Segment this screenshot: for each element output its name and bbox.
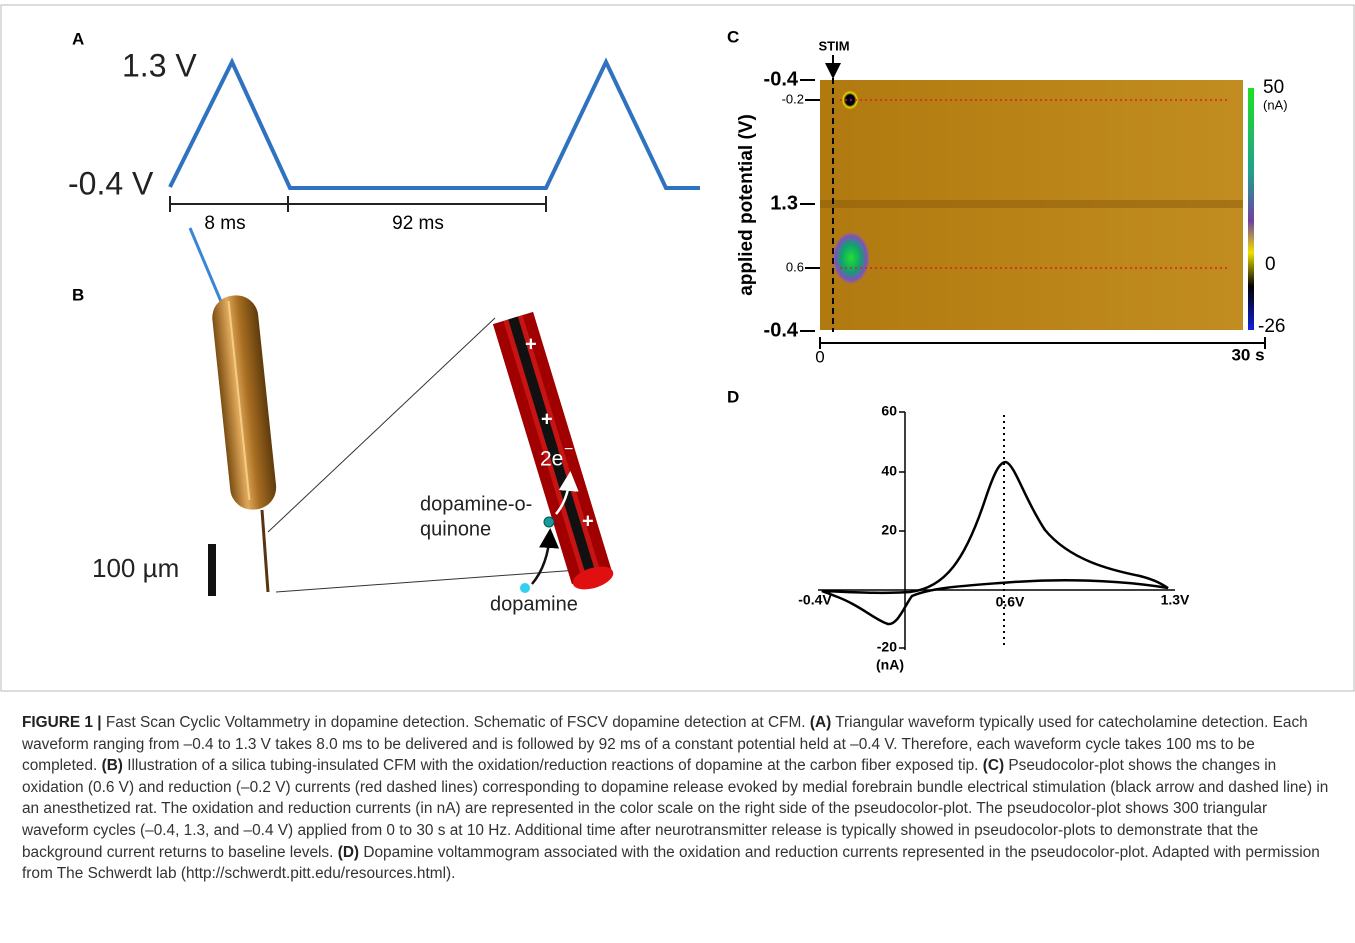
time-label: 92 ms: [392, 213, 444, 234]
caption-text: Pseudocolor-plot shows the changes in ox…: [22, 757, 1329, 861]
caption-panel: (D): [337, 843, 360, 861]
product: quinone: [420, 518, 491, 540]
caption-panel: (B): [101, 757, 123, 775]
colorbar-label: (nA): [1263, 97, 1288, 112]
scale-bar: [208, 544, 216, 596]
y-tick-label: 60: [881, 403, 897, 419]
y-axis-label: applied potential (V): [736, 114, 757, 296]
fiber-zoom: [492, 311, 614, 590]
figure: A 1.3 V -0.4 V 8 ms 92 ms B + + + 2e − d…: [0, 4, 1355, 692]
y-tick-label: 1.3: [770, 192, 798, 214]
frame: [0, 4, 1355, 692]
axis: [800, 79, 1266, 349]
charge: −: [564, 441, 573, 458]
y-tick-label: 0.6: [786, 259, 804, 274]
axis: [818, 411, 1175, 650]
voltammogram: [821, 460, 1169, 626]
panel-label: B: [72, 285, 84, 304]
y-tick-label: 40: [881, 463, 897, 479]
reactant: dopamine: [490, 593, 578, 615]
colorbar-label: 50: [1263, 77, 1284, 98]
y-tick-label: -0.4: [764, 68, 799, 90]
panel-label: A: [72, 29, 84, 48]
panel-label: C: [727, 27, 739, 46]
zoom-line: [267, 317, 496, 533]
time-bar: [169, 196, 547, 212]
arrow: [531, 528, 560, 585]
colorbar-label: 0: [1265, 254, 1276, 275]
stim-label: STIM: [818, 38, 849, 53]
caption-text: Dopamine voltammogram associated with th…: [22, 843, 1320, 883]
band: [820, 200, 1243, 208]
colorbar-label: -26: [1258, 316, 1285, 337]
spot: [831, 230, 871, 286]
plus: +: [525, 333, 537, 355]
molecule: [543, 516, 555, 528]
caption-panel: (C): [982, 757, 1005, 775]
fiber: [260, 509, 270, 593]
molecule: [520, 583, 530, 593]
y-tick-label: -0.2: [782, 91, 804, 106]
zoom-line: [275, 569, 579, 593]
plus: +: [582, 510, 594, 532]
caption-text: Fast Scan Cyclic Voltammetry in dopamine…: [101, 714, 810, 731]
x-tick-label: 1.3V: [1161, 592, 1190, 608]
colorbar: [1248, 88, 1254, 330]
electrons: 2e: [540, 448, 563, 471]
caption-panel: (A): [809, 714, 832, 731]
electrode: [212, 295, 277, 510]
voltage-label: -0.4 V: [68, 165, 154, 201]
y-tick-label: 20: [881, 522, 897, 538]
caption-text: Illustration of a silica tubing-insulate…: [122, 757, 983, 775]
panel-label: D: [727, 387, 739, 406]
y-tick-label: -20: [877, 639, 897, 655]
plus: +: [541, 408, 553, 430]
voltage-label: 1.3 V: [122, 47, 197, 83]
y-unit: (nA): [876, 657, 904, 673]
caption: FIGURE 1 | Fast Scan Cyclic Voltammetry …: [22, 712, 1334, 885]
x-tick-label: 0.6V: [996, 594, 1025, 610]
product: dopamine-o-: [420, 493, 532, 515]
time-label: 8 ms: [204, 213, 245, 234]
y-tick-label: -0.4: [764, 319, 799, 341]
caption-label: FIGURE 1 |: [22, 714, 102, 731]
waveform: [168, 57, 700, 190]
x-tick-label: -0.4V: [798, 592, 832, 608]
x-tick-label: 30 s: [1231, 345, 1264, 364]
arrow: [555, 471, 579, 515]
caption-text: Triangular waveform typically used for c…: [22, 714, 1308, 775]
scale-label: 100 µm: [92, 553, 179, 583]
x-tick-label: 0: [815, 347, 824, 366]
